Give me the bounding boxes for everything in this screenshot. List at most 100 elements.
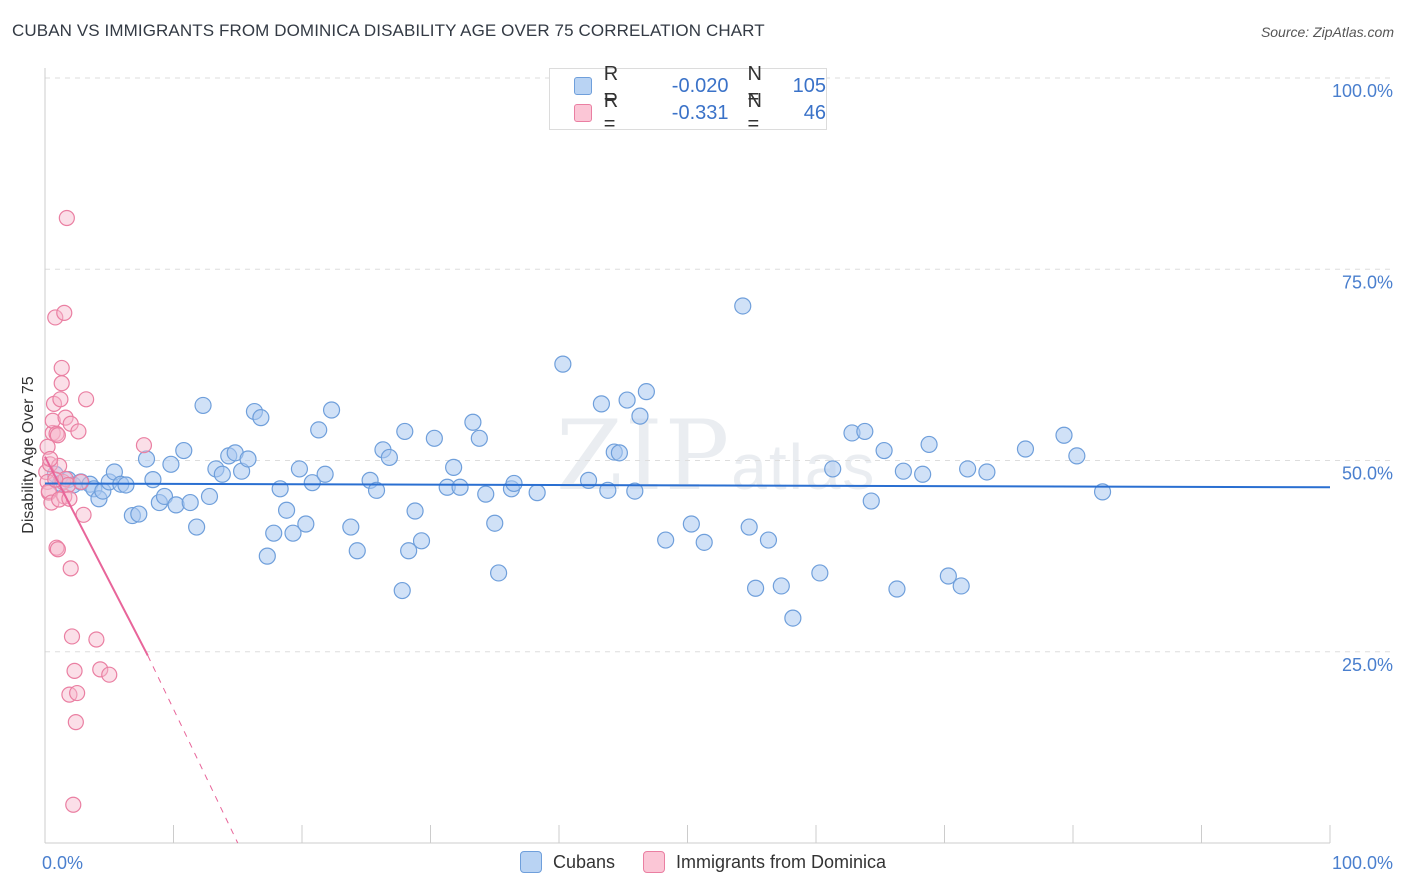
x-tick-label: 0.0% xyxy=(42,853,83,873)
cubans-point xyxy=(772,577,790,595)
cubans-point xyxy=(740,518,758,536)
y-tick-label: 25.0% xyxy=(1342,655,1393,675)
cubans-trend-line xyxy=(44,482,1331,489)
dominica-point xyxy=(52,391,69,408)
cubans-point xyxy=(290,460,309,478)
cubans-point xyxy=(920,435,938,454)
dominica-point xyxy=(58,209,75,227)
cubans-point xyxy=(130,505,148,523)
dominica-point xyxy=(53,359,70,377)
cubans-point xyxy=(348,542,366,560)
dominica-point xyxy=(67,714,84,731)
cubans-point xyxy=(914,465,932,483)
correlation-legend: R = -0.020 N = 105 R = -0.331 N = 46 xyxy=(549,63,827,135)
dominica-point xyxy=(49,541,66,558)
legend-n-value: 105 xyxy=(792,74,826,97)
cubans-point xyxy=(626,482,644,500)
dominica-point xyxy=(72,473,90,491)
cubans-point xyxy=(888,580,906,598)
source-label: Source: ZipAtlas.com xyxy=(1260,24,1394,40)
dominica-point xyxy=(70,423,87,440)
legend-r-value: -0.020 xyxy=(671,74,729,97)
cubans-point xyxy=(894,462,912,480)
cubans-point xyxy=(200,487,219,506)
legend-label-cubans: Cubans xyxy=(552,851,615,872)
dominica-trend-extension xyxy=(147,655,239,844)
cubans-point xyxy=(1093,483,1112,501)
dominica-point xyxy=(56,304,73,321)
cubans-point xyxy=(252,409,270,427)
legend-n-label: N = xyxy=(747,90,762,135)
cubans-point xyxy=(155,487,174,506)
cubans-point xyxy=(875,441,893,460)
cubans-point xyxy=(554,355,572,373)
cubans-point xyxy=(277,501,296,519)
legend-swatch-cubans xyxy=(574,77,592,95)
cubans-point xyxy=(695,533,713,551)
dominica-point xyxy=(88,631,105,648)
cubans-point xyxy=(213,465,231,483)
cubans-point xyxy=(181,493,199,512)
dominica-point xyxy=(47,309,64,326)
legend-row-dominica: R = -0.331 N = 46 xyxy=(574,90,826,135)
legend-r-label: R = xyxy=(603,63,619,108)
legend-label-dominica: Immigrants from Dominica xyxy=(676,851,887,872)
cubans-point xyxy=(265,524,283,542)
cubans-point xyxy=(396,422,414,441)
cubans-point xyxy=(959,460,977,478)
cubans-point xyxy=(592,395,611,413)
dominica-point xyxy=(65,796,82,813)
cubans-point xyxy=(682,515,700,533)
dominica-point xyxy=(63,628,81,645)
cubans-point xyxy=(470,429,488,447)
series-legend: Cubans Immigrants from Dominica xyxy=(0,851,1406,873)
legend-n-value: 46 xyxy=(803,101,826,124)
dominica-point xyxy=(44,412,61,429)
cubans-point xyxy=(188,518,206,536)
cubans-point xyxy=(824,460,842,478)
cubans-point xyxy=(618,391,636,409)
legend-r-value: -0.331 xyxy=(671,101,729,124)
cubans-point xyxy=(412,532,431,550)
dominica-point xyxy=(39,438,56,455)
legend-swatch-dominica xyxy=(643,851,665,873)
legend-n-label: N = xyxy=(747,63,762,108)
cubans-point xyxy=(167,496,185,514)
cubans-point xyxy=(490,564,508,582)
cubans-point xyxy=(477,485,495,503)
legend-r-label: R = xyxy=(603,90,619,135)
cubans-point xyxy=(734,297,752,315)
cubans-point xyxy=(400,542,418,560)
dominica-point xyxy=(69,684,86,702)
cubans-point xyxy=(137,450,156,468)
cubans-point xyxy=(297,515,315,533)
cubans-point xyxy=(406,502,424,520)
dominica-point xyxy=(53,375,70,392)
cubans-point xyxy=(599,481,617,499)
cubans-point xyxy=(486,514,504,532)
legend-item-dominica[interactable]: Immigrants from Dominica xyxy=(643,851,886,873)
cubans-point xyxy=(637,383,655,401)
cubans-point xyxy=(978,463,996,481)
cubans-point xyxy=(759,531,778,549)
cubans-point xyxy=(1055,426,1073,444)
cubans-point xyxy=(239,450,257,468)
cubans-point xyxy=(380,448,398,467)
cubans-point xyxy=(310,421,328,439)
cubans-point xyxy=(862,492,880,510)
cubans-point xyxy=(747,579,765,597)
cubans-point xyxy=(342,518,360,536)
dominica-point xyxy=(66,662,83,679)
cubans-point xyxy=(811,564,829,582)
cubans-point xyxy=(631,407,649,425)
dominica-point xyxy=(42,450,59,468)
legend-item-cubans[interactable]: Cubans xyxy=(519,851,615,873)
cubans-point xyxy=(1016,440,1035,458)
x-tick-label: 100.0% xyxy=(1332,853,1393,873)
cubans-point xyxy=(1068,447,1086,465)
dominica-trend-line xyxy=(44,456,149,657)
cubans-point xyxy=(505,474,523,493)
cubans-point xyxy=(952,577,970,595)
cubans-point xyxy=(322,401,341,419)
cubans-point xyxy=(303,474,321,492)
